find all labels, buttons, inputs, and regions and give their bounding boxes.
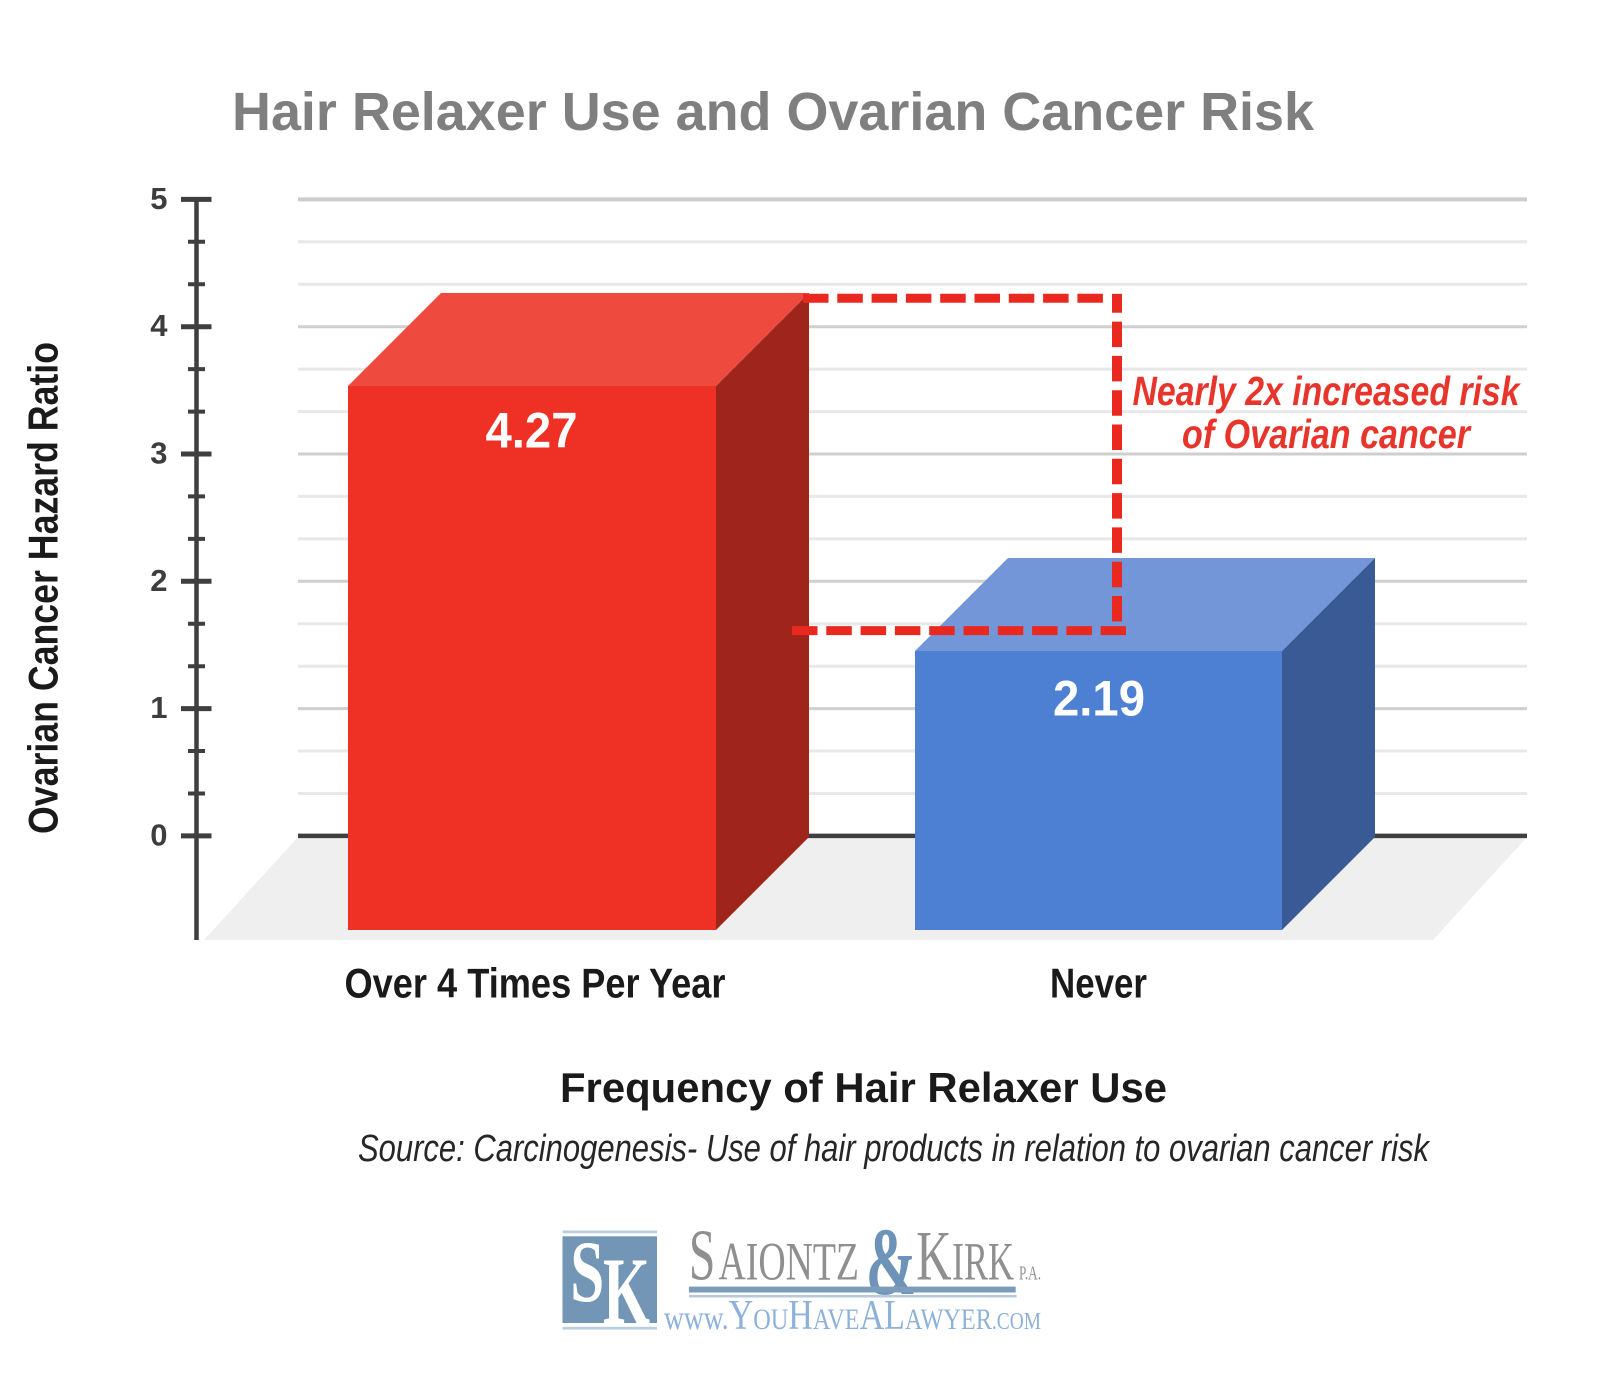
svg-text:IRK: IRK bbox=[952, 1231, 1014, 1291]
svg-text:Never: Never bbox=[1050, 960, 1147, 1007]
svg-text:0: 0 bbox=[150, 817, 167, 852]
svg-text:K: K bbox=[603, 1238, 650, 1344]
svg-text:S: S bbox=[689, 1214, 716, 1295]
svg-text:3: 3 bbox=[150, 436, 167, 471]
svg-text:Over 4 Times Per Year: Over 4 Times Per Year bbox=[345, 960, 726, 1007]
svg-text:5: 5 bbox=[150, 181, 167, 216]
svg-text:Ovarian Cancer Hazard Ratio: Ovarian Cancer Hazard Ratio bbox=[20, 342, 67, 834]
svg-text:2.19: 2.19 bbox=[1053, 671, 1145, 727]
svg-text:AIONTZ: AIONTZ bbox=[719, 1231, 860, 1291]
svg-text:of Ovarian cancer: of Ovarian cancer bbox=[1182, 411, 1472, 457]
svg-text:4.27: 4.27 bbox=[486, 403, 578, 459]
svg-text:S: S bbox=[570, 1224, 604, 1321]
svg-text:Hair Relaxer Use and Ovarian C: Hair Relaxer Use and Ovarian Cancer Risk bbox=[232, 82, 1315, 142]
svg-text:www.YOUHAVEALAWYER.COM: www.YOUHAVEALAWYER.COM bbox=[664, 1293, 1041, 1339]
svg-text:Source: Carcinogenesis- Use of: Source: Carcinogenesis- Use of hair prod… bbox=[358, 1128, 1431, 1170]
svg-text:Nearly 2x increased risk: Nearly 2x increased risk bbox=[1133, 368, 1522, 414]
svg-text:4: 4 bbox=[150, 308, 168, 343]
svg-text:Frequency of Hair Relaxer Use: Frequency of Hair Relaxer Use bbox=[560, 1064, 1167, 1111]
svg-text:K: K bbox=[916, 1217, 951, 1295]
svg-text:2: 2 bbox=[150, 563, 167, 598]
svg-text:1: 1 bbox=[150, 690, 167, 725]
svg-text:P.A.: P.A. bbox=[1019, 1262, 1041, 1284]
